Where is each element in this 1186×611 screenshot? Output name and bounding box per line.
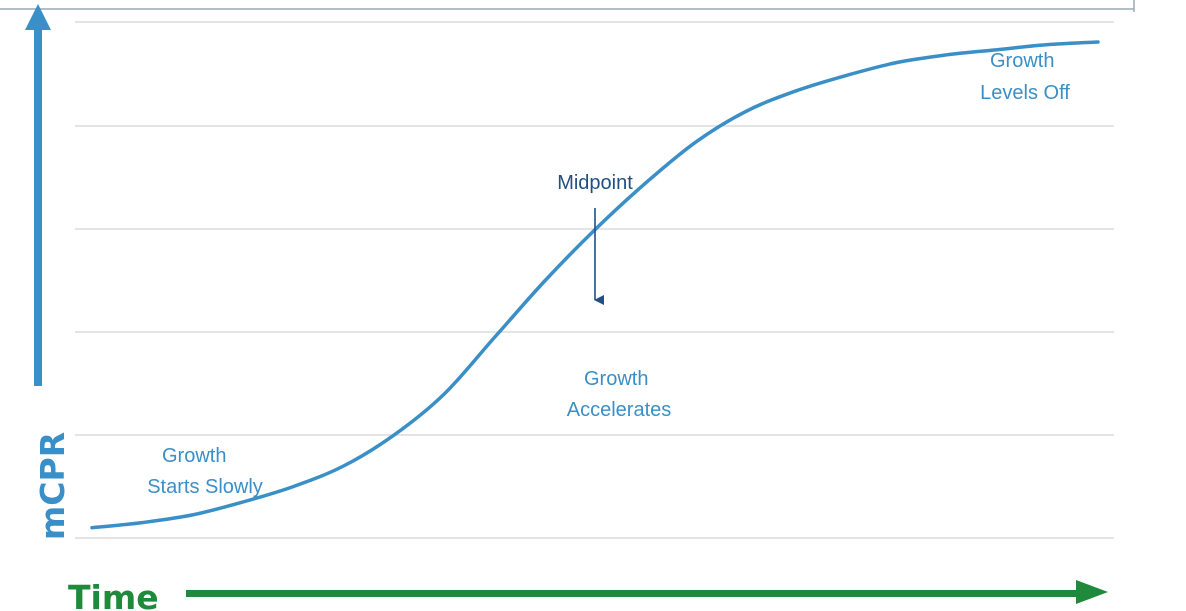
y-axis-label: mCPR — [33, 432, 72, 540]
y-axis-arrow-shaft — [34, 28, 42, 386]
annotation-midpoint: Midpoint — [557, 172, 633, 194]
annotation-growth-levels-off: Growth Levels Off — [980, 50, 1070, 104]
annotation-line: Growth — [162, 445, 226, 467]
annotation-line: Accelerates — [567, 399, 672, 421]
x-axis-label: Time — [68, 578, 159, 611]
annotation-growth-accelerates: Growth Accelerates — [567, 368, 672, 421]
annotation-line: Levels Off — [980, 82, 1070, 104]
y-axis-arrow-head — [25, 4, 51, 30]
x-axis-arrow-shaft — [186, 590, 1086, 597]
annotation-line: Growth — [584, 368, 648, 390]
annotation-line: Growth — [990, 50, 1054, 72]
annotation-line: Starts Slowly — [147, 476, 263, 498]
x-axis-arrow-head — [1076, 580, 1108, 604]
x-axis-arrow — [186, 580, 1108, 604]
y-axis-arrow — [25, 4, 51, 386]
annotation-line: Midpoint — [557, 172, 633, 194]
annotation-growth-starts-slowly: Growth Starts Slowly — [147, 445, 263, 498]
